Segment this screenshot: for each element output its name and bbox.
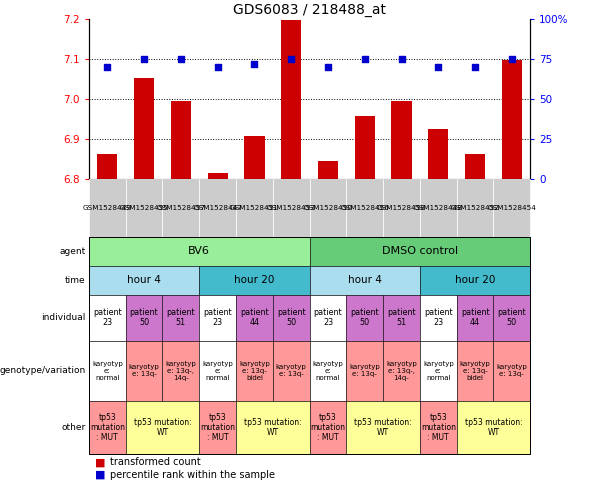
Text: GSM1528449: GSM1528449 <box>83 205 132 211</box>
Text: karyotyp
e:
normal: karyotyp e: normal <box>92 361 123 381</box>
Text: patient
23: patient 23 <box>314 308 342 327</box>
Bar <box>281 20 302 179</box>
Text: tp53
mutation
: MUT: tp53 mutation : MUT <box>421 412 456 442</box>
Point <box>360 55 370 63</box>
Text: tp53 mutation:
WT: tp53 mutation: WT <box>465 418 522 437</box>
Bar <box>207 173 228 179</box>
Text: BV6: BV6 <box>188 246 210 256</box>
Text: GSM1528451: GSM1528451 <box>230 205 279 211</box>
Text: tp53
mutation
: MUT: tp53 mutation : MUT <box>200 412 235 442</box>
Text: GSM1528453: GSM1528453 <box>267 205 316 211</box>
Text: GSM1528456: GSM1528456 <box>340 205 389 211</box>
Point <box>397 55 406 63</box>
Point <box>286 55 296 63</box>
Point <box>176 55 186 63</box>
Text: karyotyp
e: 13q-: karyotyp e: 13q- <box>497 364 527 377</box>
Point <box>323 63 333 71</box>
Text: tp53 mutation:
WT: tp53 mutation: WT <box>134 418 191 437</box>
Title: GDS6083 / 218488_at: GDS6083 / 218488_at <box>233 3 386 17</box>
Text: individual: individual <box>42 313 86 322</box>
Text: karyotyp
e: 13q-
bidel: karyotyp e: 13q- bidel <box>460 361 490 381</box>
Bar <box>134 78 154 179</box>
Text: karyotyp
e: 13q-,
14q-: karyotyp e: 13q-, 14q- <box>166 361 196 381</box>
Bar <box>355 116 375 179</box>
Text: karyotyp
e:
normal: karyotyp e: normal <box>423 361 454 381</box>
Text: patient
50: patient 50 <box>351 308 379 327</box>
Text: genotype/variation: genotype/variation <box>0 366 86 375</box>
Text: tp53
mutation
: MUT: tp53 mutation : MUT <box>89 412 125 442</box>
Point <box>433 63 443 71</box>
Text: patient
23: patient 23 <box>93 308 121 327</box>
Text: patient
44: patient 44 <box>461 308 489 327</box>
Text: time: time <box>65 276 86 284</box>
Text: GSM1528447: GSM1528447 <box>193 205 242 211</box>
Text: ▶: ▶ <box>91 247 97 256</box>
Point <box>470 63 480 71</box>
Text: ▶: ▶ <box>91 276 97 284</box>
Point <box>213 63 223 71</box>
Text: patient
50: patient 50 <box>277 308 305 327</box>
Text: tp53 mutation:
WT: tp53 mutation: WT <box>244 418 302 437</box>
Point <box>507 55 517 63</box>
Text: tp53
mutation
: MUT: tp53 mutation : MUT <box>310 412 346 442</box>
Text: tp53 mutation:
WT: tp53 mutation: WT <box>354 418 412 437</box>
Text: patient
23: patient 23 <box>424 308 452 327</box>
Text: karyotyp
e: 13q-: karyotyp e: 13q- <box>349 364 380 377</box>
Bar <box>97 154 118 179</box>
Point <box>139 55 149 63</box>
Text: hour 4: hour 4 <box>127 275 161 285</box>
Text: DMSO control: DMSO control <box>382 246 458 256</box>
Text: ■: ■ <box>95 470 105 480</box>
Text: agent: agent <box>59 247 86 256</box>
Text: other: other <box>61 423 86 432</box>
Text: karyotyp
e:
normal: karyotyp e: normal <box>202 361 233 381</box>
Text: karyotyp
e: 13q-
bidel: karyotyp e: 13q- bidel <box>239 361 270 381</box>
Text: patient
23: patient 23 <box>204 308 232 327</box>
Text: patient
51: patient 51 <box>167 308 195 327</box>
Bar <box>392 101 412 179</box>
Bar <box>502 59 522 179</box>
Text: patient
50: patient 50 <box>498 308 526 327</box>
Text: hour 20: hour 20 <box>455 275 495 285</box>
Text: GSM1528450: GSM1528450 <box>303 205 352 211</box>
Bar <box>318 161 338 179</box>
Text: karyotyp
e: 13q-: karyotyp e: 13q- <box>276 364 306 377</box>
Text: patient
44: patient 44 <box>240 308 268 327</box>
Text: ▶: ▶ <box>91 313 97 322</box>
Text: GSM1528455: GSM1528455 <box>120 205 169 211</box>
Text: GSM1528448: GSM1528448 <box>414 205 463 211</box>
Text: GSM1528452: GSM1528452 <box>451 205 500 211</box>
Text: ▶: ▶ <box>91 423 97 432</box>
Point <box>249 60 259 68</box>
Text: karyotyp
e:
normal: karyotyp e: normal <box>313 361 343 381</box>
Text: hour 4: hour 4 <box>348 275 382 285</box>
Text: ■: ■ <box>95 457 105 467</box>
Text: karyotyp
e: 13q-: karyotyp e: 13q- <box>129 364 159 377</box>
Text: transformed count: transformed count <box>110 457 201 467</box>
Text: patient
50: patient 50 <box>130 308 158 327</box>
Bar <box>428 129 449 179</box>
Bar <box>244 137 265 179</box>
Text: ▶: ▶ <box>91 366 97 375</box>
Text: GSM1528457: GSM1528457 <box>156 205 205 211</box>
Text: GSM1528454: GSM1528454 <box>487 205 536 211</box>
Text: percentile rank within the sample: percentile rank within the sample <box>110 470 275 480</box>
Text: patient
51: patient 51 <box>387 308 416 327</box>
Text: GSM1528458: GSM1528458 <box>377 205 426 211</box>
Text: hour 20: hour 20 <box>234 275 275 285</box>
Text: karyotyp
e: 13q-,
14q-: karyotyp e: 13q-, 14q- <box>386 361 417 381</box>
Bar <box>465 154 485 179</box>
Bar <box>170 101 191 179</box>
Point <box>102 63 112 71</box>
